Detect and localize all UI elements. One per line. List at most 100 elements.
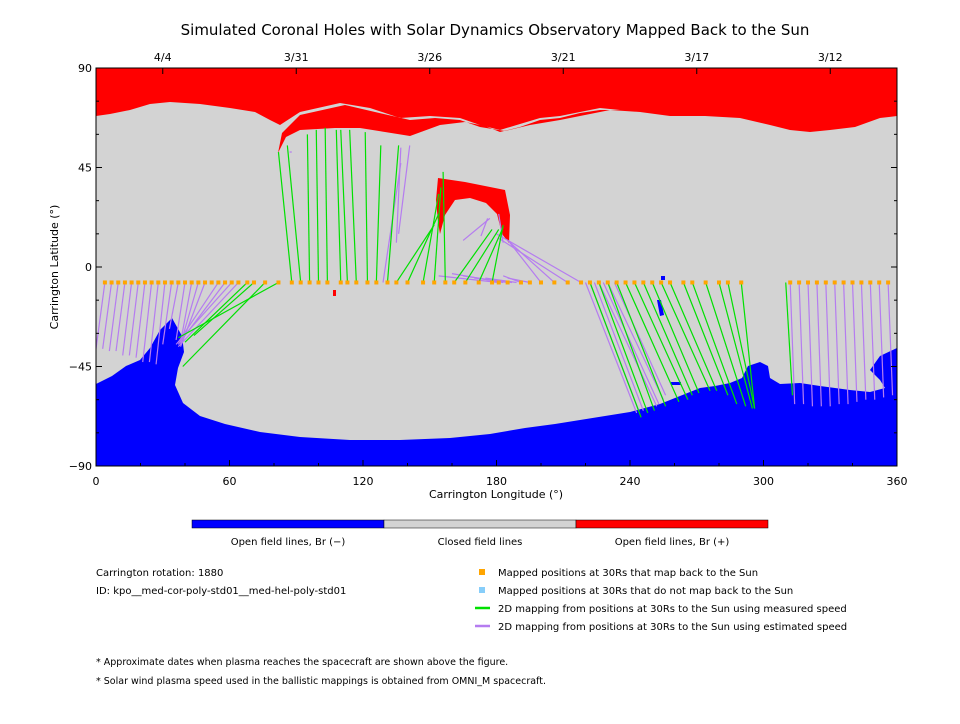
mapped-position-point <box>614 280 619 285</box>
mapped-position-point <box>236 280 241 285</box>
estimated-speed-line <box>177 282 219 343</box>
measured-speed-line <box>286 145 302 283</box>
measured-speed-line <box>491 224 504 283</box>
estimated-speed-line <box>860 282 867 400</box>
mapped-position-point <box>650 280 655 285</box>
chart-title: Simulated Coronal Holes with Solar Dynam… <box>181 21 810 39</box>
measured-speed-line <box>193 282 255 336</box>
positive-open-field-dot <box>333 290 336 296</box>
mapped-position-point <box>276 280 281 285</box>
mapped-position-point <box>797 280 802 285</box>
measured-speed-line <box>625 282 680 403</box>
mapped-position-point <box>156 280 161 285</box>
mapped-position-point <box>552 280 557 285</box>
estimated-speed-line <box>498 213 504 243</box>
estimated-speed-line <box>177 282 239 348</box>
measured-speed-line <box>442 171 446 283</box>
estimated-speed-line <box>851 282 858 402</box>
mapped-position-point <box>659 280 664 285</box>
measured-speed-line <box>184 282 248 343</box>
mapped-position-point <box>298 280 303 285</box>
negative-open-field-region <box>96 318 897 466</box>
measured-speed-line <box>324 127 328 283</box>
estimated-speed-line <box>602 282 660 405</box>
mapped-position-point <box>539 280 543 285</box>
mapped-position-point <box>149 280 154 285</box>
measured-speed-line <box>422 193 440 283</box>
estimated-speed-line <box>395 147 402 243</box>
mapped-position-point <box>632 280 637 285</box>
measured-speed-line <box>277 151 293 283</box>
estimated-speed-line <box>807 282 814 407</box>
estimated-speed-line <box>122 282 133 356</box>
measured-speed-line <box>642 282 693 396</box>
negative-open-field-dot <box>671 382 681 385</box>
measured-speed-line <box>727 282 756 409</box>
mapped-position-point <box>338 280 343 285</box>
y-tick-label: −45 <box>69 361 92 374</box>
measured-speed-line <box>705 282 747 407</box>
measured-speed-line <box>669 282 718 392</box>
estimated-speed-line <box>843 282 849 405</box>
colorbar-segment-positive <box>575 519 769 529</box>
mapped-position-point <box>452 280 457 285</box>
mapped-position-point <box>788 280 793 285</box>
mapped-position-point <box>527 280 532 285</box>
mapped-position-point <box>490 280 495 285</box>
mapped-position-point <box>245 280 250 285</box>
top-date-label: 3/21 <box>551 51 576 64</box>
mapped-position-point <box>641 280 646 285</box>
measured-speed-line <box>395 224 435 283</box>
footnote-dates: * Approximate dates when plasma reaches … <box>96 657 508 668</box>
top-date-label: 3/17 <box>684 51 709 64</box>
estimated-speed-line <box>485 277 517 284</box>
estimated-speed-line <box>584 282 638 414</box>
x-tick-label: 120 <box>353 475 374 488</box>
mapped-position-point <box>316 280 321 285</box>
mapped-position-point <box>605 280 610 285</box>
mapped-position-point <box>289 280 294 285</box>
y-axis-label: Carrington Latitude (°) <box>48 205 61 330</box>
estimated-speed-line <box>115 282 126 352</box>
estimated-speed-line <box>607 282 664 400</box>
mapped-position-point <box>832 280 837 285</box>
estimated-speed-line <box>593 282 644 411</box>
mapped-position-point <box>841 280 846 285</box>
colorbar-segment-closed <box>383 519 577 529</box>
x-tick-label: 0 <box>93 475 100 488</box>
estimated-speed-line <box>438 275 499 284</box>
mapped-position-point <box>814 280 819 285</box>
x-tick-label: 240 <box>620 475 641 488</box>
negative-open-field-spot <box>657 300 664 316</box>
measured-speed-line <box>349 129 357 283</box>
mapped-position-point <box>142 280 147 285</box>
mapped-position-point <box>505 280 510 285</box>
mapped-position-point <box>850 280 855 285</box>
mapped-position-point <box>102 280 107 285</box>
mapped-position-point <box>443 280 448 285</box>
estimated-speed-line <box>613 282 667 396</box>
mapped-position-point <box>196 280 201 285</box>
mapped-position-point <box>421 280 426 285</box>
x-tick-label: 180 <box>486 475 507 488</box>
mapped-position-point <box>394 280 399 285</box>
mapped-position-point <box>717 280 721 285</box>
mapped-position-point <box>203 280 208 285</box>
estimated-speed-line <box>496 233 582 283</box>
legend: Mapped positions at 30Rs that map back t… <box>475 568 847 633</box>
mapped-position-point <box>703 280 708 285</box>
measured-speed-line <box>453 229 493 283</box>
measured-speed-line <box>340 129 349 283</box>
legend-label-measured: 2D mapping from positions at 30Rs to the… <box>498 604 847 615</box>
mapped-position-point <box>596 280 601 285</box>
measured-speed-line <box>691 282 738 405</box>
mapped-position-point <box>169 280 174 285</box>
mapped-position-point <box>725 280 730 285</box>
y-tick-label: 45 <box>78 162 92 175</box>
mapped-position-point <box>216 280 221 285</box>
y-tick-label: −90 <box>69 460 92 473</box>
model-id: ID: kpo__med-cor-poly-std01__med-hel-pol… <box>96 586 346 597</box>
estimated-speed-line <box>789 282 796 405</box>
estimated-speed-line <box>480 218 489 237</box>
y-tick-label: 0 <box>85 261 92 274</box>
